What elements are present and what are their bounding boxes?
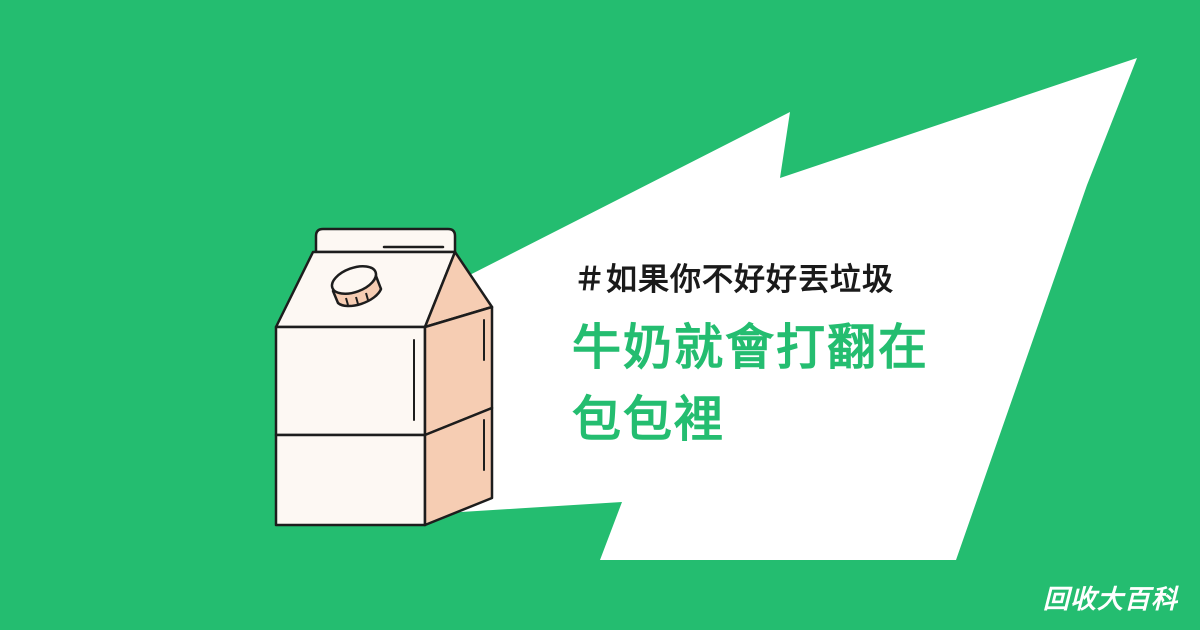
speech-bubble-shape [445, 58, 1137, 560]
milk-carton-icon [274, 227, 494, 527]
headline-line-2: 包包裡 [572, 391, 726, 448]
headline: 牛奶就會打翻在 包包裡 [572, 312, 992, 456]
brand-logo: 回收大百科 [1042, 585, 1178, 615]
bottle-cap-icon [330, 265, 383, 308]
hashtag-line: ＃如果你不好好丟垃圾 [574, 262, 894, 298]
headline-line-1: 牛奶就會打翻在 [572, 319, 930, 376]
